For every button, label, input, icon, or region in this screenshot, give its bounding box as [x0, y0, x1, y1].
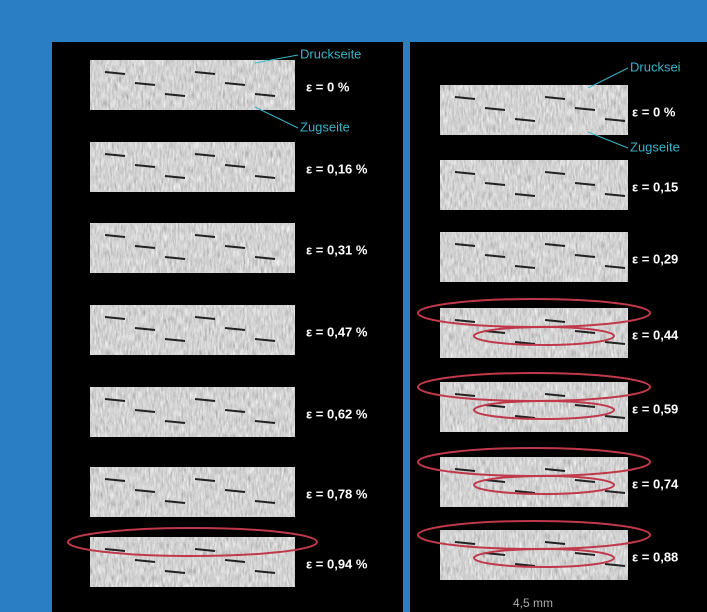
ct-specimen [90, 142, 295, 192]
ct-specimen [440, 530, 628, 580]
ct-specimen [440, 160, 628, 210]
strain-label: ε = 0,16 % [306, 161, 368, 176]
compression-side-label: Drucksei [630, 59, 681, 74]
strain-label: ε = 0,78 % [306, 486, 368, 501]
tension-side-label: Zugseite [300, 119, 350, 134]
ct-specimen [440, 232, 628, 282]
ct-specimen [440, 457, 628, 507]
ct-specimen [90, 387, 295, 437]
ct-specimen [440, 85, 628, 135]
strain-label: ε = 0,88 [632, 549, 678, 564]
ct-specimen [90, 305, 295, 355]
strain-label: ε = 0,62 % [306, 406, 368, 421]
strain-label: ε = 0,44 [632, 327, 679, 342]
page: ε = 0 % ε = 0,16 % ε = 0,31 % ε = 0,47 % ε =… [0, 0, 707, 612]
strain-label: ε = 0 % [306, 79, 350, 94]
strain-label: ε = 0,59 [632, 401, 678, 416]
ct-specimen [440, 308, 628, 358]
strain-label: ε = 0 % [632, 104, 676, 119]
strain-label: ε = 0,29 [632, 251, 678, 266]
ct-specimen [90, 467, 295, 517]
ct-specimen [90, 537, 295, 587]
ct-specimen [440, 382, 628, 432]
ct-specimen [90, 60, 295, 110]
strain-label: ε = 0,47 % [306, 324, 368, 339]
tension-side-label: Zugseite [630, 139, 680, 154]
ct-specimen [90, 223, 295, 273]
strain-label: ε = 0,31 % [306, 242, 368, 257]
compression-side-label: Druckseite [300, 46, 361, 61]
strain-label: ε = 0,15 [632, 179, 678, 194]
strain-label: ε = 0,94 % [306, 556, 368, 571]
figure: ε = 0 % ε = 0,16 % ε = 0,31 % ε = 0,47 % ε =… [0, 0, 707, 612]
strain-label: ε = 0,74 [632, 476, 679, 491]
scale-bar-label: 4,5 mm [513, 596, 553, 610]
